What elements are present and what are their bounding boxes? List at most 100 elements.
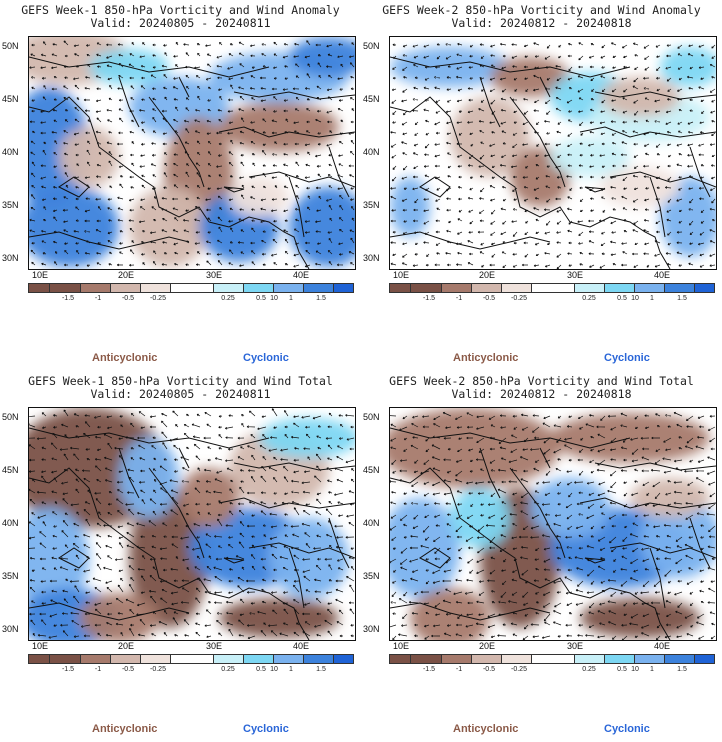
wind-arrow xyxy=(337,567,344,571)
wind-arrow xyxy=(479,154,485,160)
wind-arrow xyxy=(175,424,179,428)
wind-arrow xyxy=(652,481,661,488)
wind-arrow xyxy=(328,261,333,266)
wind-arrow xyxy=(524,154,529,158)
wind-arrow xyxy=(402,54,408,57)
wind-arrow xyxy=(327,608,333,615)
lon-label: 10E xyxy=(32,270,49,280)
wind-arrow xyxy=(545,174,551,178)
wind-arrow xyxy=(546,77,551,81)
wind-arrow xyxy=(262,143,267,146)
wind-arrow xyxy=(487,624,496,629)
wind-arrow xyxy=(303,447,311,450)
wind-arrow xyxy=(673,411,683,417)
wind-arrow xyxy=(52,43,58,46)
wind-arrow xyxy=(423,492,430,497)
wind-arrow xyxy=(195,597,201,604)
colorbar-segment xyxy=(274,283,304,293)
wind-arrow xyxy=(445,502,452,505)
wind-arrow xyxy=(350,547,355,550)
wind-arrow xyxy=(589,121,595,124)
wind-arrow xyxy=(246,524,256,528)
wind-arrow xyxy=(84,421,91,428)
wind-arrow xyxy=(479,633,485,637)
wind-arrow xyxy=(476,536,485,539)
wind-arrow xyxy=(282,602,289,605)
wind-arrow xyxy=(129,53,135,57)
vorticity-shading xyxy=(630,478,710,518)
wind-arrow xyxy=(590,42,595,46)
wind-arrow xyxy=(390,219,396,223)
wind-arrow xyxy=(445,43,452,46)
wind-arrow xyxy=(663,523,672,527)
wind-arrow xyxy=(633,120,639,123)
wind-arrow xyxy=(213,490,223,494)
wind-arrow xyxy=(262,524,267,527)
wind-arrow xyxy=(480,514,485,517)
wind-arrow xyxy=(446,208,452,212)
wind-arrow xyxy=(29,556,36,560)
wind-arrow xyxy=(228,628,234,637)
wind-arrow xyxy=(98,151,102,156)
wind-arrow xyxy=(422,415,430,418)
wind-arrow xyxy=(707,426,716,431)
wind-arrow xyxy=(588,55,595,59)
wind-arrow xyxy=(86,53,91,57)
wind-arrow xyxy=(446,121,452,125)
wind-arrow xyxy=(402,132,408,136)
wind-arrow xyxy=(152,174,157,178)
wind-arrow xyxy=(152,566,157,571)
wind-arrow xyxy=(632,602,639,605)
wind-arrow xyxy=(268,624,278,628)
wind-arrow xyxy=(480,187,485,193)
wind-arrow xyxy=(72,542,80,549)
wind-arrow xyxy=(204,624,212,627)
wind-arrow xyxy=(62,492,69,496)
wind-arrow xyxy=(197,95,201,101)
wind-arrow xyxy=(86,556,91,560)
wind-arrow xyxy=(555,96,562,101)
wind-arrow xyxy=(469,220,474,225)
wind-arrow xyxy=(465,624,474,628)
wind-arrow xyxy=(349,502,355,506)
wind-arrow xyxy=(510,448,518,453)
wind-arrow xyxy=(597,433,606,439)
wind-arrow xyxy=(535,611,540,615)
wind-arrow xyxy=(206,423,212,428)
wind-arrow xyxy=(588,492,595,496)
vorticity-shading xyxy=(289,37,355,77)
colorbar-segment xyxy=(472,283,502,293)
colorbar-segment xyxy=(50,283,81,293)
wind-arrow xyxy=(263,534,267,538)
wind-arrow xyxy=(307,206,311,211)
wind-arrow xyxy=(349,229,355,233)
wind-arrow xyxy=(566,514,573,520)
wind-arrow xyxy=(392,253,397,257)
wind-arrow xyxy=(337,558,344,562)
wind-arrow xyxy=(665,252,672,255)
wind-arrow xyxy=(195,231,201,234)
wind-arrow xyxy=(410,502,419,505)
wind-arrow xyxy=(339,634,344,638)
wind-arrow xyxy=(75,186,80,189)
wind-arrow xyxy=(490,44,496,48)
wind-arrow xyxy=(675,524,683,528)
wind-arrow xyxy=(557,502,562,506)
wind-arrow xyxy=(455,478,463,483)
wind-arrow xyxy=(490,220,496,225)
wind-arrow xyxy=(490,64,496,68)
wind-arrow xyxy=(346,437,355,441)
wind-arrow xyxy=(512,264,518,268)
wind-arrow xyxy=(271,87,277,91)
wind-arrow xyxy=(128,198,135,202)
wind-arrow xyxy=(600,187,606,191)
wind-arrow xyxy=(468,546,474,550)
wind-arrow xyxy=(338,43,344,46)
wind-arrow xyxy=(435,131,441,135)
wind-arrow xyxy=(700,524,705,527)
wind-arrow xyxy=(170,509,179,516)
wind-arrow xyxy=(315,453,322,461)
wind-arrow xyxy=(676,198,683,202)
wind-arrow xyxy=(391,88,397,92)
wind-arrow xyxy=(502,142,507,145)
